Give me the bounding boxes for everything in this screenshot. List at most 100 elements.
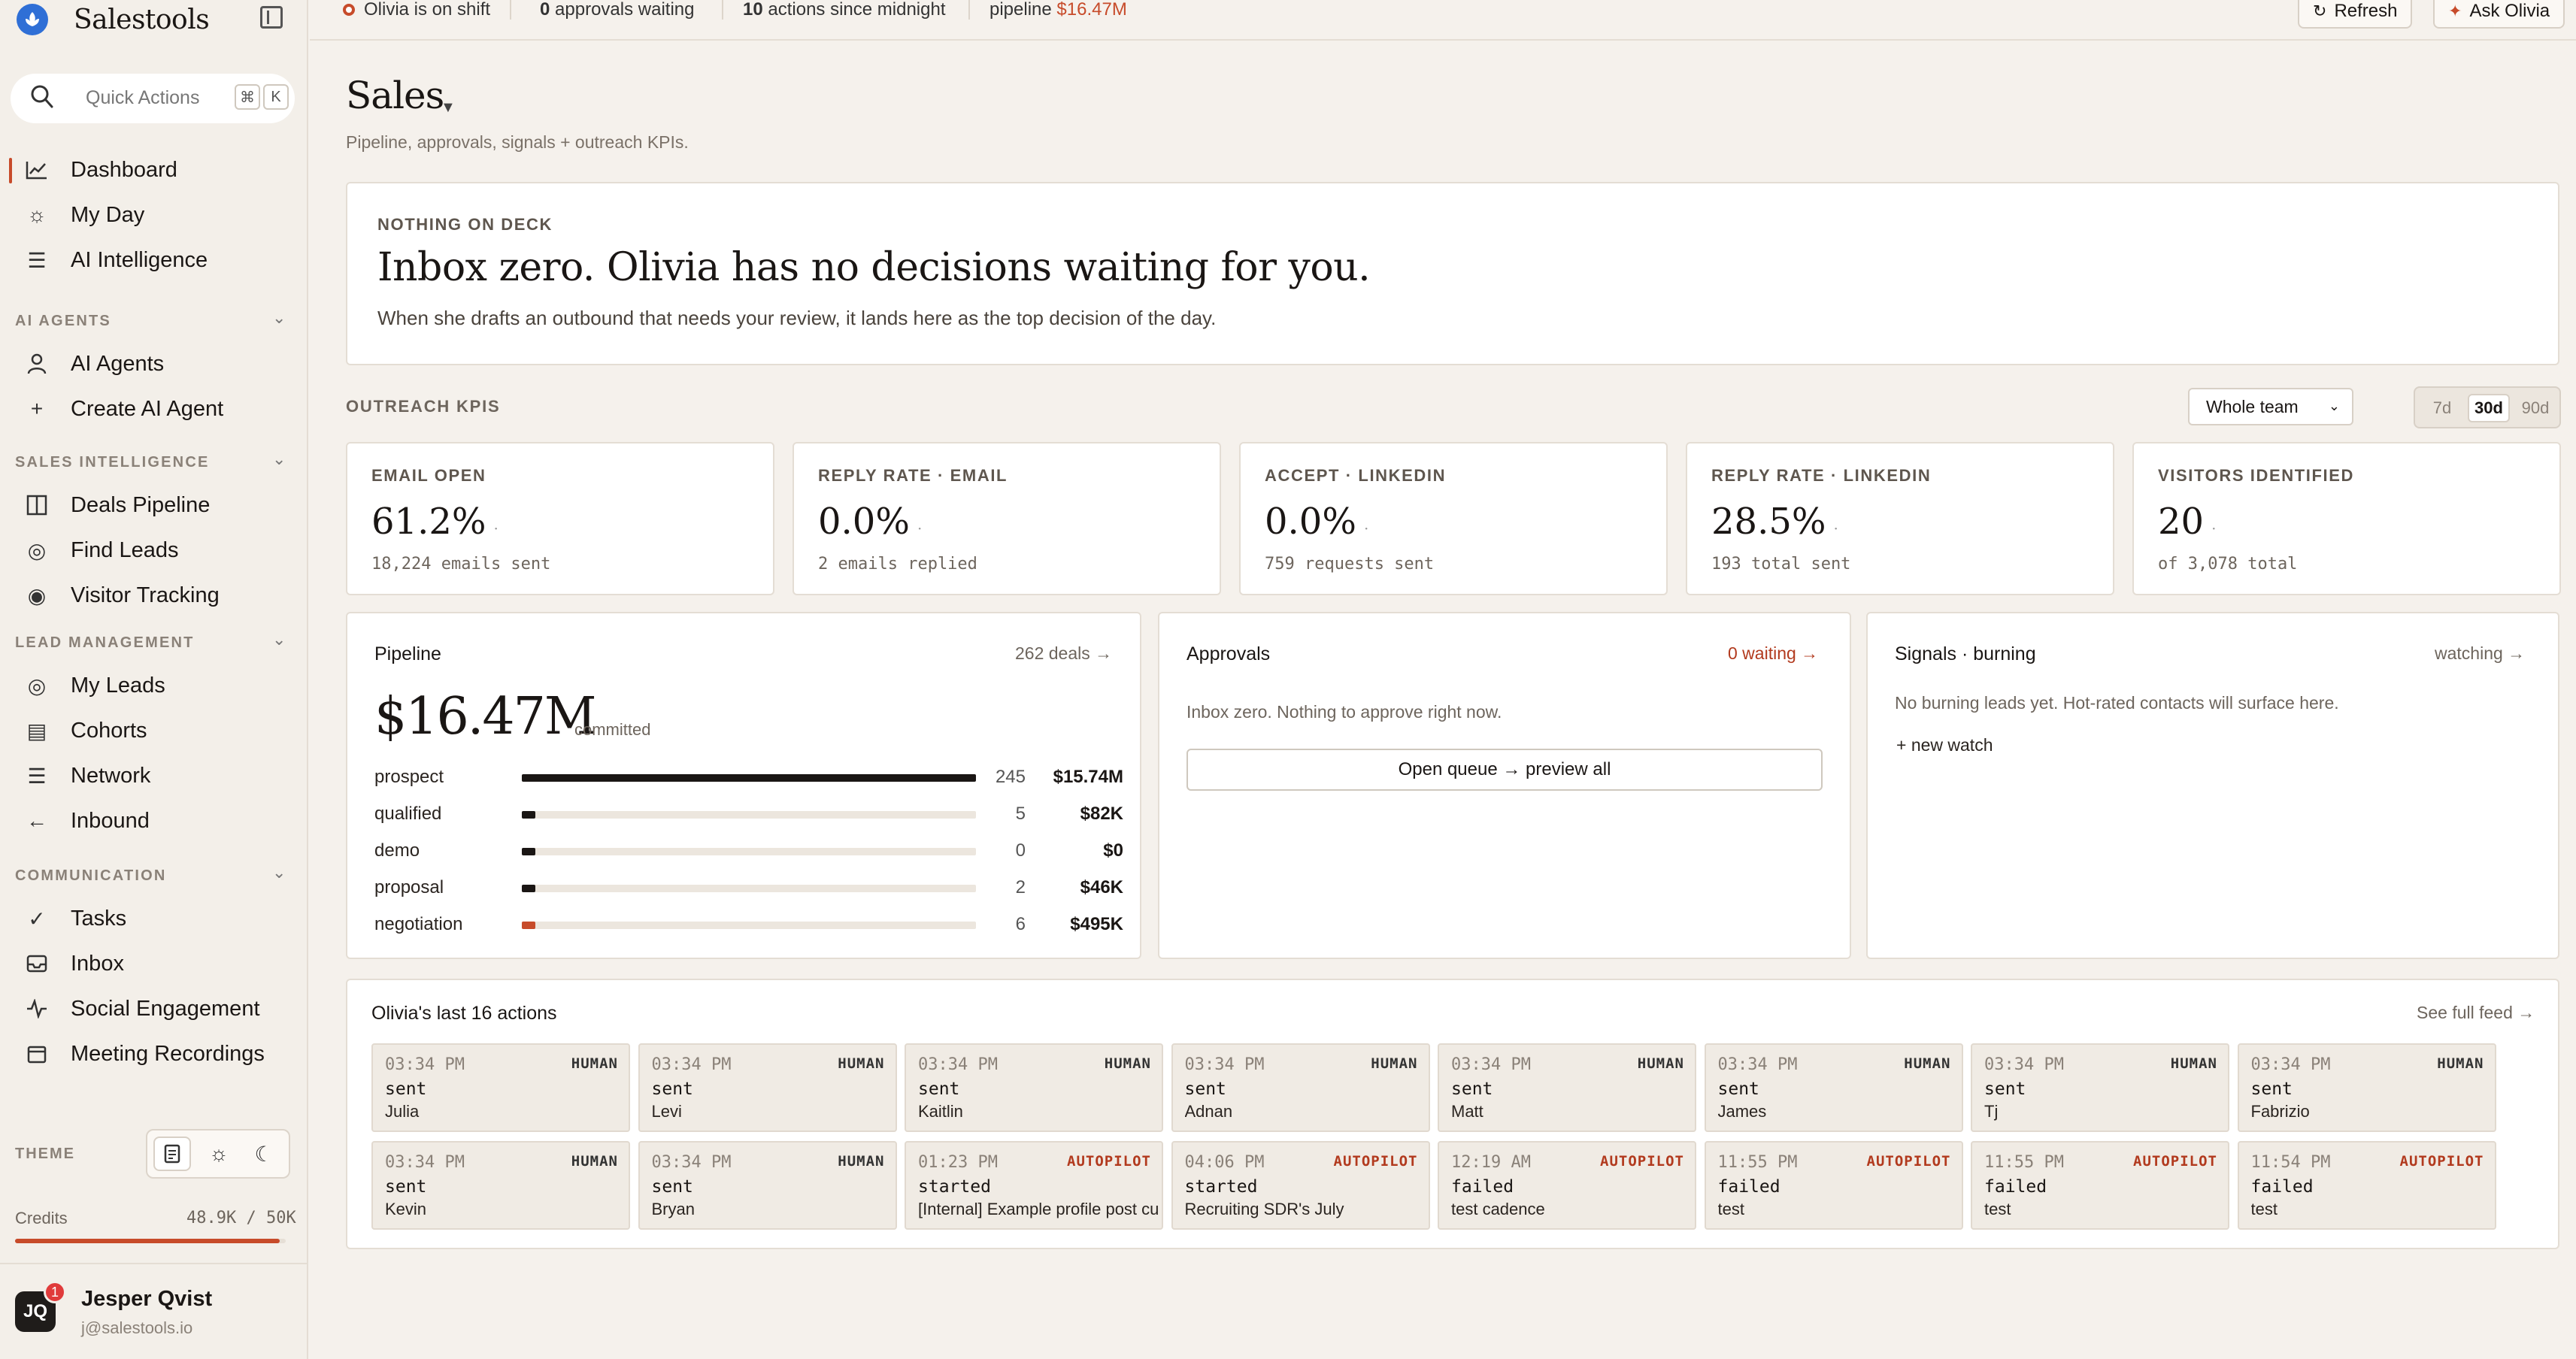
pipeline-stage-row[interactable]: prospect 245 $15.74M <box>374 767 1134 789</box>
nav-item-find-leads[interactable]: ◎ Find Leads <box>0 529 308 571</box>
nav-item-meeting-recordings[interactable]: Meeting Recordings <box>0 1033 308 1075</box>
action-card[interactable]: 11:55 PM AUTOPILOT failed test <box>1704 1141 1963 1230</box>
nav-item-create-ai-agent[interactable]: + Create AI Agent <box>0 388 308 430</box>
nav-item-visitor-tracking[interactable]: ◉ Visitor Tracking <box>0 574 308 616</box>
action-target: Kaitlin <box>918 1102 963 1121</box>
nav-section-2-title[interactable]: LEAD MANAGEMENT <box>15 634 195 651</box>
stage-bar-fill <box>522 885 536 892</box>
actions-since-midnight[interactable]: 10 actions since midnight <box>743 0 946 20</box>
action-card[interactable]: 03:34 PM HUMAN sent Kevin <box>371 1141 630 1230</box>
range-90d[interactable]: 90d <box>2521 398 2550 417</box>
eye-icon: ◉ <box>27 583 47 607</box>
action-card[interactable]: 03:34 PM HUMAN sent Fabrizio <box>2237 1043 2496 1132</box>
nav-item-label: Cohorts <box>71 718 147 743</box>
nav-item-inbox[interactable]: Inbox <box>0 943 308 985</box>
watching-link[interactable]: watching → <box>2435 643 2526 663</box>
nav-item-deals-pipeline[interactable]: Deals Pipeline <box>0 484 308 526</box>
page-title[interactable]: Sales <box>346 74 444 117</box>
pipeline-deals-link[interactable]: 262 deals → <box>1015 643 1113 663</box>
credits-label: Credits <box>15 1209 68 1227</box>
pipeline-stage-row[interactable]: demo 0 $0 <box>374 840 1134 863</box>
team-select[interactable]: Whole team ⌄ <box>2188 388 2353 425</box>
refresh-button[interactable]: ↻ Refresh <box>2298 0 2413 29</box>
signals-empty-text: No burning leads yet. Hot-rated contacts… <box>1895 693 2339 713</box>
nav-active-indicator <box>9 158 12 183</box>
action-time: 03:34 PM <box>385 1055 465 1074</box>
action-verb: failed <box>1984 1177 2047 1197</box>
action-target: [Internal] Example profile post curation <box>918 1200 1159 1218</box>
ask-olivia-button[interactable]: ✦ Ask Olivia <box>2433 0 2565 29</box>
action-card[interactable]: 01:23 PM AUTOPILOT started [Internal] Examp… <box>905 1141 1163 1230</box>
action-card[interactable]: 03:34 PM HUMAN sent Julia <box>371 1043 630 1132</box>
pipeline-title: Pipeline <box>374 643 441 664</box>
nav-item-my-day[interactable]: ☼ My Day <box>0 194 308 236</box>
new-watch-button[interactable]: + new watch <box>1896 735 1993 755</box>
nav-item-ai-agents[interactable]: AI Agents <box>0 343 308 385</box>
nav-item-tasks[interactable]: ✓ Tasks <box>0 897 308 940</box>
nav-item-social-engagement[interactable]: Social Engagement <box>0 988 308 1030</box>
nav-item-network[interactable]: ☰ Network <box>0 755 308 797</box>
action-card[interactable]: 04:06 PM AUTOPILOT started Recruiting SDR's… <box>1171 1141 1430 1230</box>
sidebar-collapse-icon[interactable] <box>260 6 283 29</box>
action-card[interactable]: 03:34 PM HUMAN sent Tj <box>1971 1043 2229 1132</box>
approvals-waiting-link[interactable]: 0 waiting → <box>1728 643 1819 663</box>
nav-section-3-title[interactable]: COMMUNICATION <box>15 867 167 884</box>
chevron-down-icon[interactable]: ▼ <box>441 99 456 116</box>
action-card[interactable]: 11:55 PM AUTOPILOT failed test <box>1971 1141 2229 1230</box>
user-name[interactable]: Jesper Qvist <box>81 1287 213 1311</box>
chevron-down-icon[interactable]: ⌄ <box>272 863 286 882</box>
action-card[interactable]: 03:34 PM HUMAN sent James <box>1704 1043 1963 1132</box>
nav-item-cohorts[interactable]: ▤ Cohorts <box>0 710 308 752</box>
top-status-bar: Olivia is on shift 0 approvals waiting 1… <box>310 0 2576 41</box>
pipeline-stage-row[interactable]: proposal 2 $46K <box>374 877 1134 900</box>
chevron-down-icon: ⌄ <box>2328 398 2340 413</box>
stage-amount: $495K <box>1070 914 1123 934</box>
full-feed-link[interactable]: See full feed → <box>2417 1003 2535 1022</box>
action-badge: HUMAN <box>1637 1055 1684 1072</box>
stage-bar <box>522 774 976 782</box>
kpi-card: VISITORS IDENTIFIED 20 · of 3,078 total <box>2132 442 2561 595</box>
kpi-value-text: 20 <box>2158 501 2205 543</box>
action-card[interactable]: 03:34 PM HUMAN sent Bryan <box>638 1141 897 1230</box>
action-card[interactable]: 12:19 AM AUTOPILOT failed test cadence <box>1438 1141 1696 1230</box>
quick-actions-search[interactable]: Quick Actions ⌘ K <box>11 74 295 123</box>
kpi-label: ACCEPT · LINKEDIN <box>1265 466 1447 485</box>
open-queue-button[interactable]: Open queue → preview all <box>1186 749 1823 791</box>
chevron-down-icon[interactable]: ⌄ <box>272 308 286 327</box>
kpi-card: ACCEPT · LINKEDIN 0.0% · 759 requests sent <box>1239 442 1668 595</box>
pipeline-summary[interactable]: pipeline $16.47M <box>989 0 1127 20</box>
pipeline-stage-row[interactable]: negotiation 6 $495K <box>374 914 1134 937</box>
divider <box>968 0 970 20</box>
action-card[interactable]: 03:34 PM HUMAN sent Levi <box>638 1043 897 1132</box>
action-card[interactable]: 03:34 PM HUMAN sent Adnan <box>1171 1043 1430 1132</box>
range-7d[interactable]: 7d <box>2432 398 2452 417</box>
theme-dark-icon[interactable]: ☾ <box>254 1142 274 1166</box>
chevron-down-icon[interactable]: ⌄ <box>272 630 286 649</box>
action-card[interactable]: 11:54 PM AUTOPILOT failed test <box>2237 1141 2496 1230</box>
nav-section-1-title[interactable]: SALES INTELLIGENCE <box>15 454 210 471</box>
action-badge: HUMAN <box>2437 1055 2484 1072</box>
brand[interactable]: Salestools <box>17 3 210 36</box>
nav-item-inbound[interactable]: ← Inbound <box>0 800 308 842</box>
chevron-down-icon[interactable]: ⌄ <box>272 449 286 468</box>
theme-light-icon[interactable]: ☼ <box>209 1142 229 1165</box>
action-target: test <box>2250 1200 2277 1218</box>
nav-section-0-title[interactable]: AI AGENTS <box>15 313 111 329</box>
actions-count: 10 <box>743 0 763 20</box>
approvals-waiting[interactable]: 0 approvals waiting <box>540 0 694 20</box>
notification-badge[interactable]: 1 <box>44 1281 66 1303</box>
theme-system-icon[interactable] <box>153 1137 191 1171</box>
action-time: 03:34 PM <box>385 1153 465 1172</box>
nav-item-dashboard[interactable]: Dashboard <box>0 149 308 191</box>
app-name: Salestools <box>74 4 210 35</box>
pipeline-stage-row[interactable]: qualified 5 $82K <box>374 804 1134 826</box>
action-card[interactable]: 03:34 PM HUMAN sent Kaitlin <box>905 1043 1163 1132</box>
user-email: j@salestools.io <box>81 1318 193 1337</box>
nav-item-label: Create AI Agent <box>71 396 224 421</box>
range-30d[interactable]: 30d <box>2468 394 2510 422</box>
nav-item-ai-intelligence[interactable]: ☰ AI Intelligence <box>0 239 308 281</box>
action-card[interactable]: 03:34 PM HUMAN sent Matt <box>1438 1043 1696 1132</box>
kpi-label: EMAIL OPEN <box>371 466 486 485</box>
nav-item-my-leads[interactable]: ◎ My Leads <box>0 664 308 707</box>
sparkle-icon: ✦ <box>2448 2 2462 20</box>
